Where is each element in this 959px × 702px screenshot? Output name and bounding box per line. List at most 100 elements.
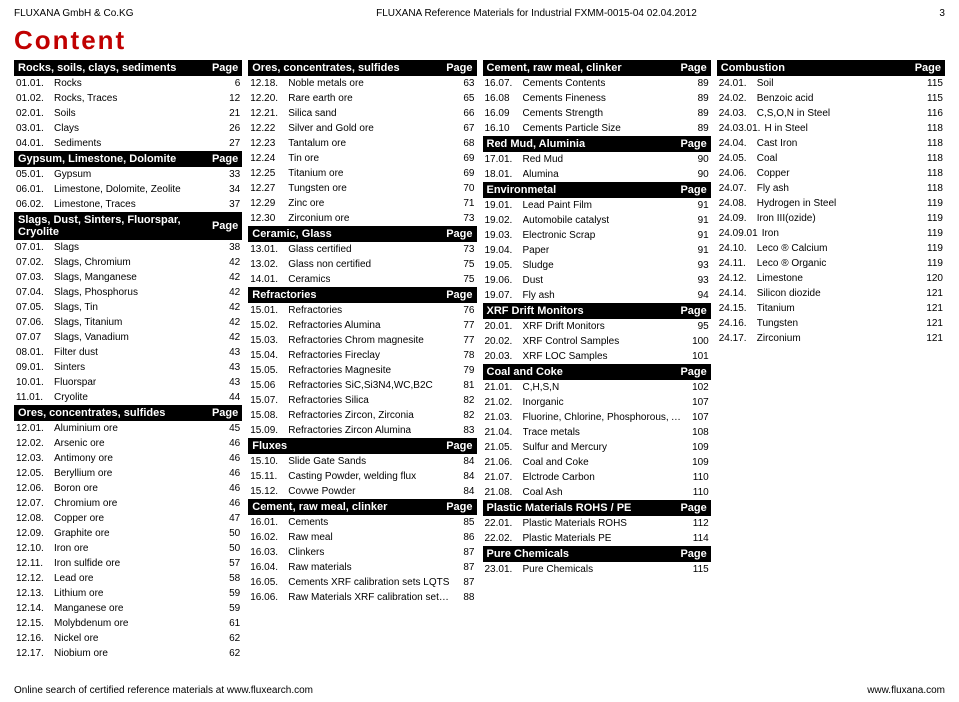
row-code: 04.01. [16, 136, 50, 151]
row-page: 121 [921, 316, 943, 331]
row-page: 37 [218, 197, 240, 212]
row-name: Electronic Scrap [523, 228, 596, 243]
toc-row: 16.05.Cements XRF calibration sets LQTS8… [248, 575, 476, 590]
footer-left: Online search of certified reference mat… [14, 685, 313, 696]
row-name: Slags, Chromium [54, 255, 131, 270]
row-page: 42 [218, 300, 240, 315]
section-title: Combustion [721, 62, 785, 74]
row-code: 08.01. [16, 345, 50, 360]
row-page: 101 [687, 349, 709, 364]
row-code: 12.30 [250, 211, 284, 226]
row-code: 09.01. [16, 360, 50, 375]
section-header: Cement, raw meal, clinkerPage [483, 60, 711, 76]
toc-row: 18.01.Alumina90 [483, 167, 711, 182]
section-title: Red Mud, Aluminia [487, 138, 586, 150]
row-name: Refractories SiC,Si3N4,WC,B2C [288, 378, 432, 393]
row-name: Copper ore [54, 511, 104, 526]
toc-row: 24.05.Coal118 [717, 151, 945, 166]
row-page: 118 [921, 136, 943, 151]
row-name: Trace metals [523, 425, 580, 440]
section-title: Cement, raw meal, clinker [487, 62, 622, 74]
row-name: Clays [54, 121, 79, 136]
row-name: Cements Strength [523, 106, 604, 121]
section-title: Ores, concentrates, sulfides [252, 62, 399, 74]
row-name: Refractories Alumina [288, 318, 380, 333]
row-name: Refractories Zircon, Zirconia [288, 408, 414, 423]
row-page: 115 [687, 562, 709, 577]
section-header: Cement, raw meal, clinkerPage [248, 499, 476, 515]
page-label: Page [680, 548, 706, 560]
toc-row: 21.04.Trace metals108 [483, 425, 711, 440]
row-code: 12.16. [16, 631, 50, 646]
toc-row: 22.01.Plastic Materials ROHS112 [483, 516, 711, 531]
row-code: 13.01. [250, 242, 284, 257]
row-code: 24.07. [719, 181, 753, 196]
section-header: RefractoriesPage [248, 287, 476, 303]
row-code: 12.23 [250, 136, 284, 151]
row-page: 85 [453, 515, 475, 530]
row-name: Iron sulfide ore [54, 556, 120, 571]
row-page: 50 [218, 541, 240, 556]
row-code: 24.02. [719, 91, 753, 106]
toc-row: 20.01.XRF Drift Monitors95 [483, 319, 711, 334]
row-code: 12.10. [16, 541, 50, 556]
row-code: 24.03. [719, 106, 753, 121]
section-header: EnvironmetalPage [483, 182, 711, 198]
row-page: 73 [453, 211, 475, 226]
toc-row: 12.05.Beryllium ore46 [14, 466, 242, 481]
row-name: Antimony ore [54, 451, 113, 466]
toc-row: 24.16.Tungsten121 [717, 316, 945, 331]
toc-row: 19.03.Electronic Scrap91 [483, 228, 711, 243]
row-code: 19.07. [485, 288, 519, 303]
row-page: 110 [687, 485, 709, 500]
row-code: 07.07 [16, 330, 50, 345]
toc-row: 12.14.Manganese ore59 [14, 601, 242, 616]
row-page: 82 [453, 393, 475, 408]
row-name: Silicon diozide [757, 286, 821, 301]
section-header: XRF Drift MonitorsPage [483, 303, 711, 319]
row-name: Refractories Magnesite [288, 363, 391, 378]
row-code: 16.05. [250, 575, 284, 590]
row-code: 12.06. [16, 481, 50, 496]
toc-row: 24.01.Soil115 [717, 76, 945, 91]
section-header: Ores, concentrates, sulfidesPage [248, 60, 476, 76]
row-code: 16.02. [250, 530, 284, 545]
row-code: 12.01. [16, 421, 50, 436]
row-code: 12.29 [250, 196, 284, 211]
row-name: Fluorine, Chlorine, Phosphorous, Arsenic [523, 410, 687, 425]
row-name: Limestone [757, 271, 803, 286]
row-name: Slags, Manganese [54, 270, 137, 285]
row-code: 24.09. [719, 211, 753, 226]
row-page: 90 [687, 152, 709, 167]
row-code: 12.24 [250, 151, 284, 166]
toc-row: 05.01.Gypsum33 [14, 167, 242, 182]
header-center: FLUXANA Reference Materials for Industri… [376, 8, 697, 19]
row-code: 15.10. [250, 454, 284, 469]
row-page: 108 [687, 425, 709, 440]
row-name: Tungsten [757, 316, 798, 331]
row-page: 12 [218, 91, 240, 106]
row-name: Iron [762, 226, 779, 241]
row-name: Slags [54, 240, 79, 255]
toc-row: 12.13.Lithium ore59 [14, 586, 242, 601]
toc-row: 12.23Tantalum ore68 [248, 136, 476, 151]
row-page: 89 [687, 121, 709, 136]
toc-row: 16.08Cements Fineness89 [483, 91, 711, 106]
row-name: Sludge [523, 258, 554, 273]
row-name: XRF LOC Samples [523, 349, 608, 364]
section-title: Refractories [252, 289, 316, 301]
toc-row: 24.15.Titanium121 [717, 301, 945, 316]
row-name: Clinkers [288, 545, 324, 560]
row-page: 115 [921, 76, 943, 91]
toc-row: 12.03.Antimony ore46 [14, 451, 242, 466]
row-page: 121 [921, 331, 943, 346]
toc-row: 12.20.Rare earth ore65 [248, 91, 476, 106]
row-name: Tin ore [288, 151, 319, 166]
row-name: Lead Paint Film [523, 198, 592, 213]
row-page: 84 [453, 484, 475, 499]
row-name: Plastic Materials ROHS [523, 516, 627, 531]
toc-row: 12.24Tin ore69 [248, 151, 476, 166]
toc-column: Cement, raw meal, clinkerPage16.07.Cemen… [483, 60, 711, 661]
row-code: 21.02. [485, 395, 519, 410]
row-page: 90 [687, 167, 709, 182]
